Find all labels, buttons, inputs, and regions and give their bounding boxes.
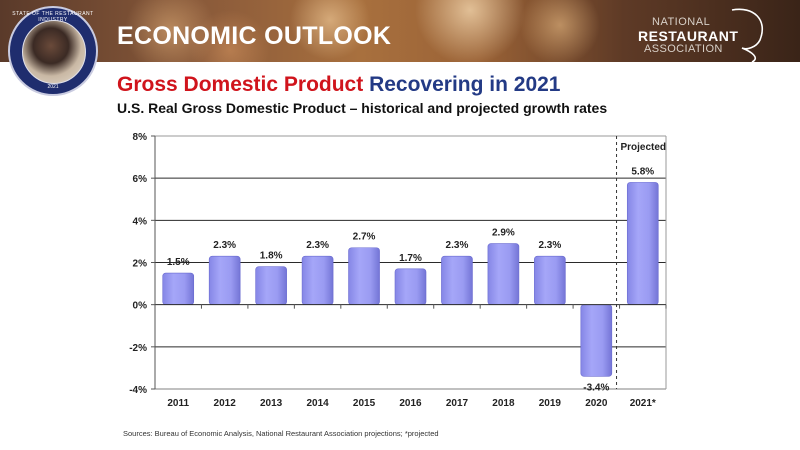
y-tick-label: 6% [133,174,148,185]
x-tick-label: 2016 [399,398,422,409]
data-label: 2.3% [306,240,329,251]
labels: -4% -2% 0% 2% 4% 6% 8% 1.5% 2011 2.3% 2012 1.8% 2013… [129,132,666,409]
projected-annotation: Projected [620,142,666,153]
bar-2018 [487,243,520,305]
data-label: -3.4% [583,382,609,393]
logo-swoosh-icon [731,8,763,62]
bar-2015 [348,247,380,305]
y-tick-label: -2% [129,343,147,354]
heading-red-part: Gross Domestic Product [117,73,370,96]
logo-line-national: NATIONAL [652,16,711,28]
data-label: 1.8% [260,251,283,262]
x-tick-label: 2021* [630,398,656,409]
bars [162,182,659,377]
banner-title: ECONOMIC OUTLOOK [117,22,392,50]
x-tick-label: 2017 [446,398,469,409]
logo-line-restaurant: RESTAURANT [638,28,739,44]
bar-2019 [534,255,566,305]
badge-year: 2021 [47,84,59,90]
nra-logo: NATIONAL RESTAURANT ASSOCIATION [638,8,778,62]
data-label: 2.3% [446,240,469,251]
bar-2012 [208,255,241,305]
source-note: Sources: Bureau of Economic Analysis, Na… [123,429,439,438]
bar-2021 [626,182,659,305]
bar-2011 [162,272,195,305]
data-label: 2.7% [353,232,376,243]
x-tick-label: 2014 [306,398,329,409]
x-tick-label: 2015 [353,398,376,409]
x-tick-label: 2018 [492,398,515,409]
bar-2020 [580,304,613,377]
page-heading: Gross Domestic Product Recovering in 202… [117,73,560,97]
bar-2014 [301,255,334,305]
x-tick-label: 2013 [260,398,283,409]
y-tick-label: 0% [133,301,148,312]
x-tick-label: 2012 [214,398,237,409]
data-label: 2.9% [492,228,515,239]
data-label: 2.3% [213,240,236,251]
x-tick-label: 2020 [585,398,608,409]
header-banner: STATE OF THE RESTAURANT INDUSTRY 2021 EC… [0,0,800,96]
heading-blue-part: Recovering in 2021 [369,73,561,96]
data-label: 2.3% [538,240,561,251]
y-tick-label: 2% [133,259,148,270]
chart-subtitle: U.S. Real Gross Domestic Product – histo… [117,100,608,116]
y-tick-label: 4% [133,216,148,227]
y-tick-label: -4% [129,385,147,396]
y-tick-label: 8% [133,132,148,143]
badge-photo [22,20,86,84]
state-of-industry-badge: STATE OF THE RESTAURANT INDUSTRY 2021 [8,6,98,96]
data-label: 5.8% [631,166,654,177]
logo-line-association: ASSOCIATION [644,43,723,55]
bar-2017 [441,255,473,305]
data-label: 1.5% [167,257,190,268]
axes [151,135,667,390]
bar-2013 [255,266,287,305]
data-label: 1.7% [399,253,422,264]
bar-2016 [394,268,427,305]
x-tick-label: 2011 [167,398,189,409]
x-tick-label: 2019 [539,398,562,409]
